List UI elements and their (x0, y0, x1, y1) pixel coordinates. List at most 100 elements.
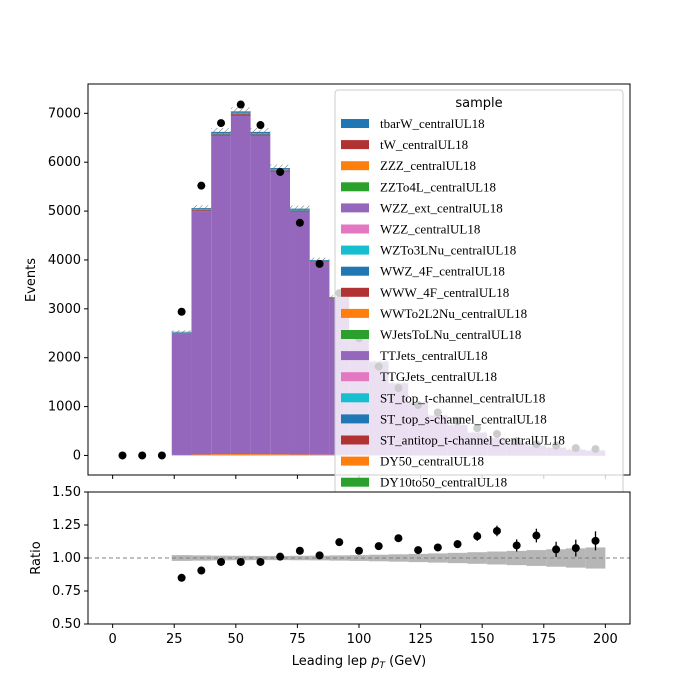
ratio-point (315, 551, 324, 560)
ratio-y-tick-label: 0.50 (52, 617, 81, 632)
data-point (315, 259, 324, 268)
x-tick-label: 0 (108, 632, 116, 647)
legend-label: DY10to50_centralUL18 (380, 475, 507, 490)
legend-swatch (341, 182, 369, 192)
ratio-uncertainty-band (546, 549, 566, 567)
main-y-tick-label: 5000 (48, 204, 81, 219)
legend-swatch (341, 119, 369, 128)
legend-swatch (341, 161, 369, 171)
main-y-tick-label: 6000 (48, 155, 81, 170)
legend-entry: WZZ_ext_centralUL18 (341, 200, 503, 215)
data-point (276, 167, 285, 176)
ratio-plot-frame (87, 491, 631, 625)
stack-bar-segment (290, 211, 310, 455)
ratio-y-tick-label: 1.00 (52, 551, 81, 566)
stack-bar-base-segment (211, 454, 231, 456)
legend-label: tbarW_centralUL18 (380, 116, 485, 131)
data-point (236, 100, 245, 109)
stack-bar-segment (270, 171, 291, 455)
stack-bar-base-segment (191, 454, 212, 456)
x-tick-label: 25 (166, 632, 183, 647)
ratio-point (355, 546, 363, 555)
stack-bar-base-segment (230, 454, 251, 456)
legend-entry: ZZTo4L_centralUL18 (341, 179, 496, 194)
ratio-uncertainty-band (329, 555, 350, 561)
ratio-point (256, 557, 265, 566)
legend-title: sample (455, 96, 502, 111)
ratio-point (473, 532, 482, 541)
legend-label: WWW_4F_centralUL18 (380, 285, 509, 300)
data-point (118, 451, 127, 460)
ratio-point (197, 566, 206, 575)
legend-label: ST_top_t-channel_centralUL18 (380, 390, 545, 405)
legend-label: WZZ_centralUL18 (380, 222, 480, 237)
legend-entry: DY50_centralUL18 (341, 454, 484, 469)
data-point (157, 451, 166, 460)
ratio-uncertainty-band (427, 553, 448, 563)
legend-entry: ST_top_t-channel_centralUL18 (341, 390, 545, 405)
legend-entry: TTGJets_centralUL18 (341, 369, 497, 384)
ratio-y-tick-label: 1.25 (52, 518, 81, 533)
main-y-tick-label: 3000 (48, 302, 81, 317)
x-tick-label: 150 (470, 632, 495, 647)
legend-swatch (341, 308, 369, 318)
x-tick-label: 100 (347, 632, 372, 647)
stack-bar-segment (171, 333, 192, 455)
stack-bar-base-segment (270, 454, 291, 456)
legend-label: TTGJets_centralUL18 (380, 369, 497, 384)
legend-swatch (341, 435, 369, 445)
legend-entry: WJetsToLNu_centralUL18 (341, 327, 521, 342)
data-point (138, 451, 147, 460)
ratio-y-axis-label: Ratio (29, 541, 44, 574)
main-y-tick-label: 2000 (48, 351, 81, 366)
legend-label: TTJets_centralUL18 (380, 348, 488, 363)
ratio-point (512, 541, 521, 550)
stack-bar-segment (211, 135, 231, 455)
legend-label: ST_antitop_t-channel_centralUL18 (380, 433, 565, 448)
stack-bar-base-segment (290, 454, 310, 456)
data-point (197, 181, 206, 190)
ratio-point (433, 543, 442, 552)
legend-entry: WWW_4F_centralUL18 (341, 285, 509, 300)
main-y-tick-label: 1000 (48, 400, 81, 415)
data-point (177, 307, 186, 316)
legend-swatch (341, 393, 369, 403)
legend-entry: WWZ_4F_centralUL18 (341, 264, 505, 279)
legend-entry: WWTo2L2Nu_centralUL18 (341, 306, 527, 321)
legend-entry: tW_centralUL18 (341, 137, 468, 152)
ratio-y-tick-label: 0.75 (52, 584, 81, 599)
stack-uncertainty-hatch (211, 128, 231, 136)
stack-bar-base-segment (309, 454, 330, 456)
ratio-uncertainty-band (349, 555, 369, 561)
legend-swatch (341, 245, 369, 255)
ratio-point (591, 536, 600, 545)
x-tick-label: 50 (228, 632, 245, 647)
legend-swatch (341, 330, 369, 339)
legend-swatch (341, 203, 369, 213)
legend-label: WWTo2L2Nu_centralUL18 (380, 306, 527, 321)
data-point (256, 121, 265, 130)
x-tick-label: 75 (289, 632, 306, 647)
legend-swatch (341, 140, 369, 150)
stack-uncertainty-hatch (230, 107, 251, 116)
data-point (217, 119, 226, 128)
ratio-point (552, 545, 561, 554)
ratio-point (295, 546, 304, 555)
legend: sample tbarW_centralUL18 tW_centralUL18 ZZ… (334, 89, 624, 496)
ratio-point (571, 544, 580, 553)
main-y-tick-label: 7000 (48, 106, 81, 121)
stack-bar-segment (250, 135, 271, 455)
stack-bar-segment (191, 211, 212, 455)
stack-uncertainty-hatch (191, 205, 212, 212)
ratio-point (492, 526, 501, 535)
legend-swatch (341, 414, 369, 424)
ratio-point (217, 557, 226, 566)
legend-label: tW_centralUL18 (380, 137, 468, 152)
stack-bar-segment (230, 115, 251, 455)
stack-bar-base-segment (171, 454, 192, 456)
ratio-point (335, 538, 344, 547)
legend-entry: ST_top_s-channel_centralUL18 (341, 411, 547, 426)
ratio-point (532, 531, 541, 540)
legend-label: DY50_centralUL18 (380, 454, 484, 469)
